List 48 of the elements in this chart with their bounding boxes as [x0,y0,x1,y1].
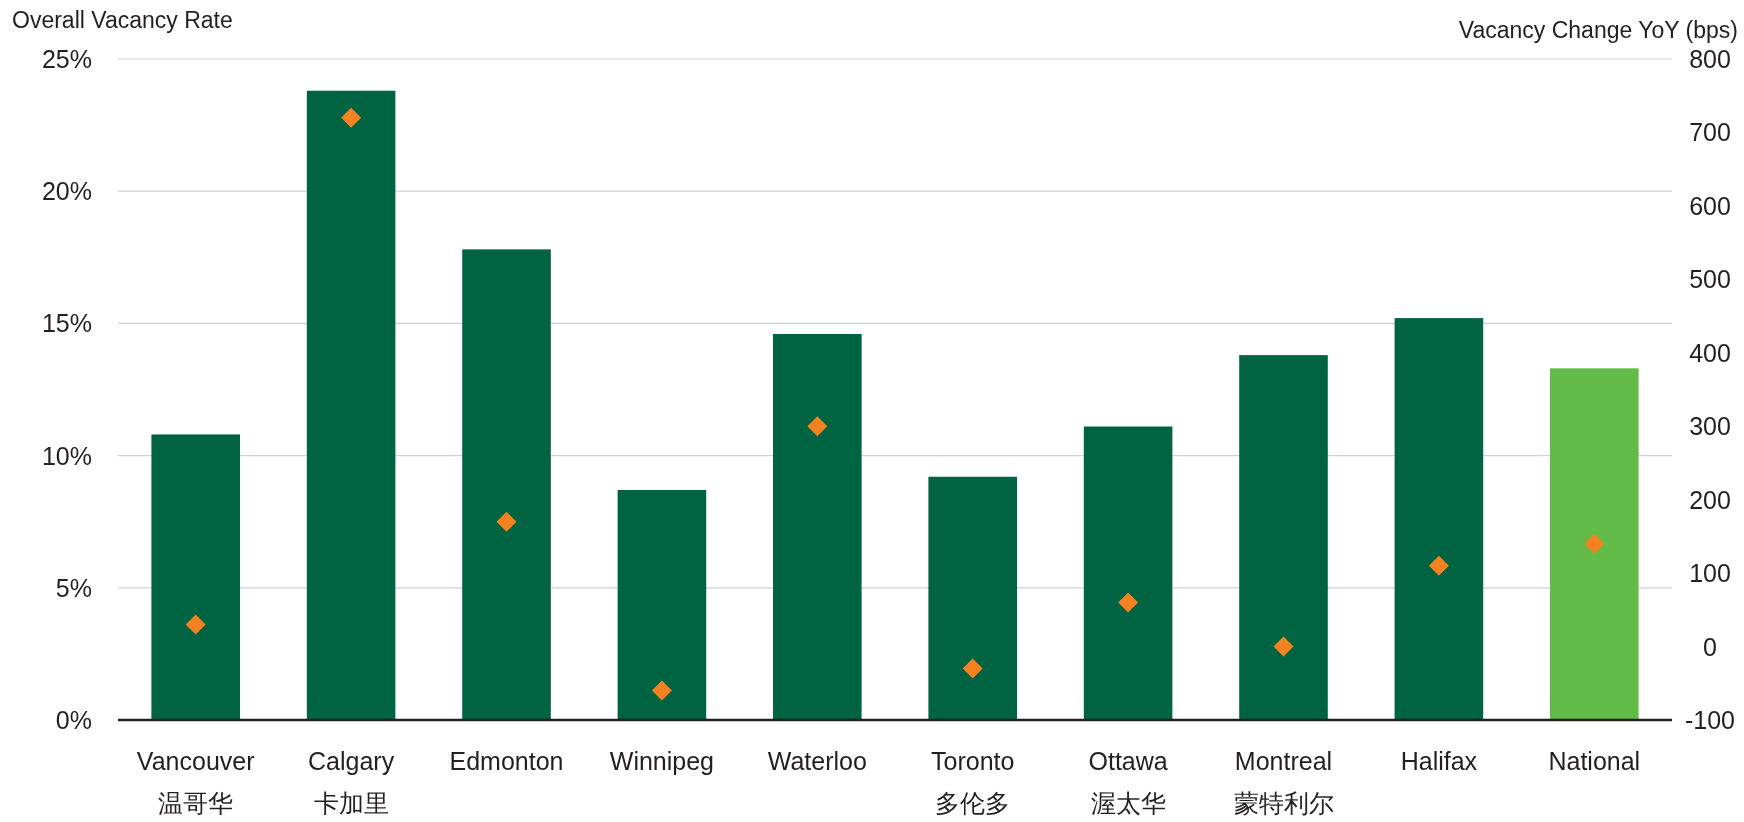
point [341,107,362,128]
y2-tick-label: 300 [1689,412,1731,441]
bar [928,476,1017,720]
y2-tick-label: 200 [1689,485,1731,514]
bar [151,434,240,720]
point [651,680,672,701]
bar [1550,368,1639,720]
bar [306,90,396,720]
x-tick-label: National [1548,747,1641,775]
y2-tick-label: 800 [1689,45,1731,73]
bar [1239,355,1328,720]
bar [617,489,707,720]
x-tick-label: Toronto 多伦多 [931,747,1015,817]
x-tick-label: Edmonton [449,747,564,775]
x-tick-label: Calgary 卡加里 [308,747,395,817]
bar [462,249,551,720]
x-tick-label: Halifax [1400,747,1478,775]
point [1273,636,1294,657]
y2-tick-label: 0 [1703,632,1717,661]
y-tick-label: 10% [41,441,92,470]
point [185,614,206,635]
bar [1083,426,1173,720]
y2-tick-label: 600 [1689,191,1731,220]
point [496,511,517,532]
y2-tick-label: 400 [1689,338,1731,367]
x-tick-label: Vancouver 温哥华 [136,747,255,817]
y2-tick-label: 500 [1689,265,1731,294]
y-tick-label: 5% [55,573,92,602]
y-tick-label: 0% [55,706,92,734]
x-tick-label: Winnipeg [609,747,715,775]
y2-axis-title: Vacancy Change YoY (bps) [1458,17,1738,43]
y-axis-title: Overall Vacancy Rate [12,7,233,33]
y2-tick-label: 100 [1689,559,1731,588]
point [962,658,983,679]
x-tick-label: Ottawa 渥太华 [1088,747,1168,817]
y-tick-label: 25% [41,45,92,73]
point [1428,555,1449,576]
y2-tick-label: 700 [1689,118,1731,147]
x-tick-label: Waterloo [767,747,867,775]
y2-tick-label: -100 [1684,706,1736,734]
x-tick-label: Montreal 蒙特利尔 [1233,747,1334,817]
point [1118,592,1139,613]
point [1584,533,1605,554]
bar [1394,318,1484,720]
y-tick-label: 15% [41,309,92,338]
y-tick-label: 20% [41,177,92,206]
bar [773,333,862,720]
point [807,416,828,437]
